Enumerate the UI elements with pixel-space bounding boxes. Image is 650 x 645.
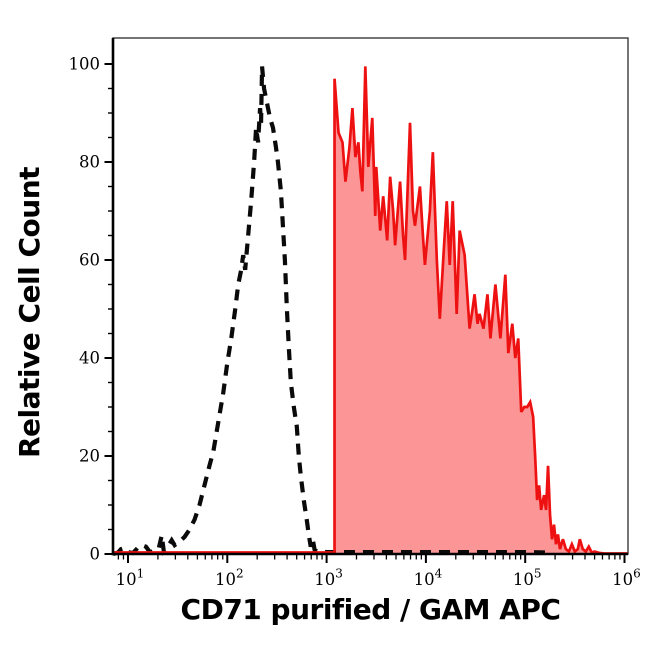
y-tick-label: 80 [79, 153, 100, 172]
x-tick-label: 104 [414, 567, 443, 590]
x-tick-label: 101 [116, 567, 145, 590]
y-tick-label: 20 [79, 447, 100, 466]
y-axis-title: Relative Cell Count [13, 166, 46, 458]
y-tick-label: 40 [79, 349, 100, 368]
x-tick-label: 103 [314, 567, 343, 590]
y-tick-label: 60 [79, 251, 100, 270]
x-tick-label: 105 [513, 567, 542, 590]
sample-histogram-curve [113, 66, 628, 555]
x-axis-title: CD71 purified / GAM APC [180, 593, 561, 626]
x-tick-label: 106 [612, 567, 641, 590]
sample-histogram-fill [113, 66, 628, 554]
y-tick-label: 0 [90, 545, 101, 564]
control-histogram-dashed-curve [112, 66, 546, 557]
x-tick-label: 102 [215, 567, 244, 590]
y-tick-label: 100 [69, 55, 101, 74]
